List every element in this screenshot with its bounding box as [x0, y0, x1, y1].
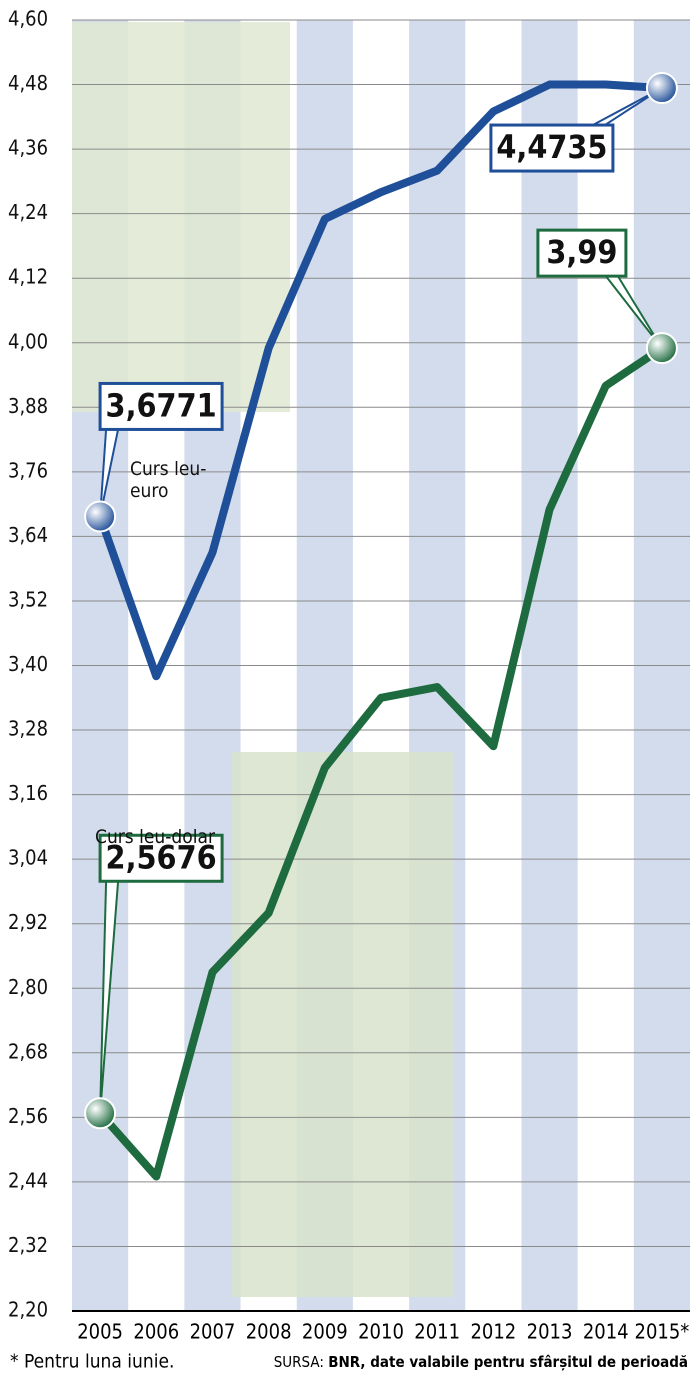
- y-tick-label: 2,68: [8, 1039, 48, 1063]
- y-tick-label: 4,12: [8, 265, 48, 289]
- y-tick-label: 3,64: [8, 523, 48, 547]
- x-tick-label: 2015*: [635, 1320, 690, 1344]
- x-tick-label: 2009: [302, 1320, 348, 1344]
- x-tick-label: 2013: [527, 1320, 573, 1344]
- x-tick-label: 2008: [246, 1320, 292, 1344]
- x-tick-label: 2014: [583, 1320, 629, 1344]
- point-marker: [647, 333, 677, 363]
- x-tick-label: 2010: [358, 1320, 404, 1344]
- y-tick-label: 2,92: [8, 910, 48, 934]
- page: 2005 2006 2007 2008 2009 2010 2011 2012 2013 2014…: [0, 0, 691, 1378]
- y-tick-label: 3,40: [8, 652, 48, 676]
- y-tick-label: 2,32: [8, 1233, 48, 1257]
- y-tick-label: 4,48: [8, 71, 48, 95]
- x-tick-label: 2011: [414, 1320, 460, 1344]
- x-tick-label: 2012: [470, 1320, 516, 1344]
- y-tick-label: 3,88: [8, 394, 48, 418]
- euro-banknote: [72, 22, 290, 412]
- series-name: Curs leu-dolar: [95, 826, 255, 848]
- y-tick-label: 3,04: [8, 846, 48, 870]
- series-name: Curs leu-euro: [130, 458, 210, 502]
- y-tick-label: 3,28: [8, 717, 48, 741]
- y-tick-label: 2,20: [8, 1298, 48, 1322]
- point-marker: [85, 501, 115, 531]
- point-marker: [85, 1098, 115, 1128]
- x-tick-label: 2007: [190, 1320, 236, 1344]
- y-tick-label: 3,76: [8, 458, 48, 482]
- value-label: 4,4735: [496, 128, 607, 166]
- source-label: SURSA:: [274, 1353, 324, 1371]
- value-label: 3,99: [546, 233, 617, 271]
- y-tick-label: 2,80: [8, 975, 48, 999]
- chart: 2005 2006 2007 2008 2009 2010 2011 2012 2013 2014…: [0, 0, 691, 1378]
- point-marker: [647, 73, 677, 103]
- value-label: 3,6771: [106, 386, 217, 424]
- y-tick-label: 4,60: [8, 7, 48, 31]
- y-tick-label: 3,16: [8, 781, 48, 805]
- footnote: * Pentru luna iunie.: [10, 1351, 174, 1373]
- dollar-banknote: [232, 752, 454, 1297]
- y-tick-label: 2,44: [8, 1168, 48, 1192]
- y-tick-label: 4,36: [8, 136, 48, 160]
- source-text: BNR, date valabile pentru sfârșitul de p…: [328, 1353, 688, 1371]
- y-tick-label: 4,00: [8, 329, 48, 353]
- x-tick-label: 2006: [133, 1320, 179, 1344]
- y-tick-label: 4,24: [8, 200, 48, 224]
- y-tick-label: 3,52: [8, 587, 48, 611]
- source: SURSA: BNR, date valabile pentru sfârșit…: [274, 1353, 688, 1371]
- y-tick-label: 2,56: [8, 1104, 48, 1128]
- x-tick-label: 2005: [77, 1320, 123, 1344]
